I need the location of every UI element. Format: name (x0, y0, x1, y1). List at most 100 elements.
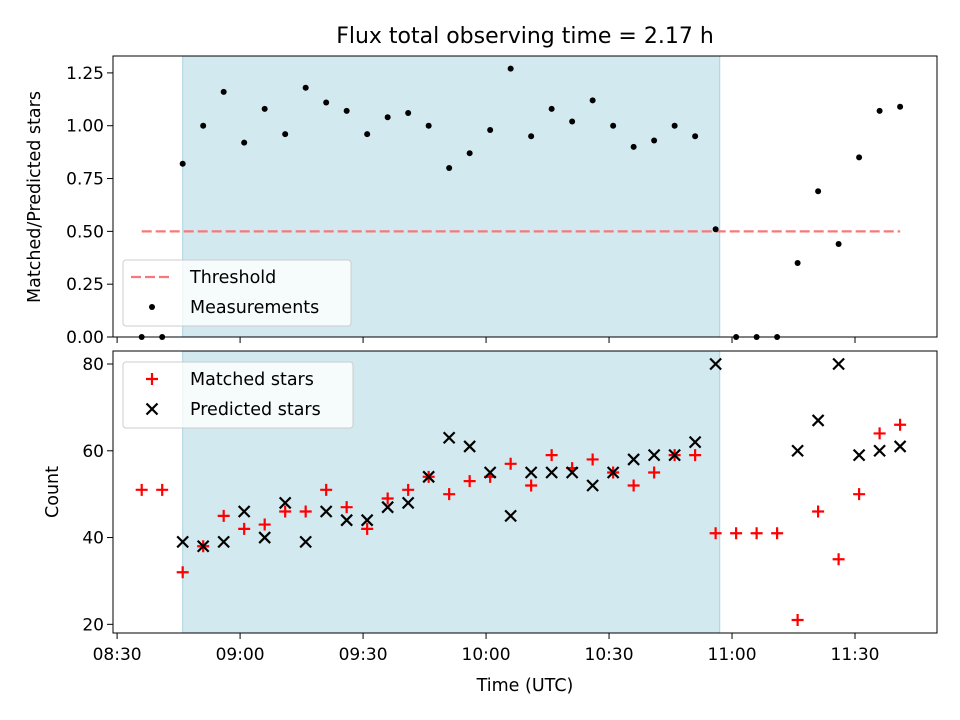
chart-title: Flux total observing time = 2.17 h (336, 24, 714, 49)
matched-stars-point (648, 466, 661, 479)
predicted-stars-point (299, 535, 312, 549)
matched-stars-point (853, 488, 866, 501)
measurement-point (220, 88, 227, 95)
predicted-stars-point (668, 448, 681, 462)
top-plot-frame (112, 55, 938, 338)
x-tick-label: 11:00 (708, 645, 757, 665)
predicted-stars-point (811, 414, 825, 427)
matched-stars-point (812, 505, 825, 518)
predicted-stars-point (627, 453, 640, 466)
measurement-point (364, 131, 371, 138)
y-tick-label: 1.25 (66, 64, 104, 84)
matched-stars-point (730, 527, 743, 540)
matched-stars-point (689, 449, 702, 462)
legend-label: Matched stars (190, 370, 314, 390)
matched-stars-point (586, 453, 599, 466)
measurement-point (282, 131, 289, 138)
matched-stars-point (217, 509, 230, 522)
matched-stars-point (443, 488, 456, 501)
matched-stars-point (463, 475, 476, 488)
measurement-point (815, 188, 822, 195)
measurement-point (548, 105, 555, 112)
measurement-point (200, 122, 207, 129)
predicted-stars-point (832, 357, 845, 371)
predicted-stars-point (893, 440, 907, 453)
matched-stars-point (832, 553, 845, 566)
predicted-stars-point (401, 496, 415, 510)
predicted-stars-point (258, 531, 271, 544)
top-y-axis-label: Matched/Predicted stars (25, 91, 45, 303)
legend-box (122, 259, 352, 327)
measurement-point (692, 133, 699, 140)
predicted-stars-point (852, 448, 866, 462)
predicted-stars-point (360, 513, 374, 527)
y-tick-label: 60 (82, 442, 104, 462)
predicted-stars-point (545, 466, 558, 479)
matched-stars-point (504, 457, 517, 470)
y-tick-label: 0.75 (66, 170, 104, 190)
predicted-stars-point (873, 444, 886, 458)
legend-matched-swatch (146, 373, 158, 385)
predicted-stars-point (381, 500, 394, 514)
measurement-point (528, 133, 535, 140)
predicted-stars-point (606, 466, 620, 479)
top-series-layer (138, 65, 904, 340)
matched-stars-point (258, 518, 271, 531)
matched-stars-point (156, 483, 169, 496)
bottom-series-layer (135, 357, 907, 626)
legend-label: Predicted stars (190, 400, 321, 420)
predicted-stars-point (709, 357, 722, 371)
x-tick-label: 09:00 (216, 645, 265, 665)
measurement-point (671, 122, 678, 129)
matched-stars-point (238, 522, 251, 535)
measurement-point (261, 105, 268, 112)
matched-stars-point (873, 427, 886, 440)
matched-stars-point (791, 613, 804, 626)
top-legend: Threshold Measurements (122, 259, 352, 327)
y-tick-label: 1.00 (66, 117, 104, 137)
bottom-plot-frame (112, 350, 938, 634)
predicted-stars-point (422, 470, 435, 484)
x-tick-label: 11:30 (831, 645, 880, 665)
bottom-panel: 20 40 60 80 08:30 09:00 09:30 10:00 10:30 11:00 1… (43, 350, 938, 696)
bottom-legend: Matched stars Predicted stars (122, 361, 354, 429)
measurement-point (405, 110, 412, 117)
measurement-point (569, 118, 576, 125)
measurement-point (425, 122, 432, 129)
measurement-point (856, 154, 863, 161)
matched-stars-point (750, 527, 763, 540)
y-tick-label: 40 (82, 529, 104, 549)
top-panel: 0.00 0.25 0.50 0.75 1.00 1.25 Flux total obse… (25, 24, 938, 348)
measurement-point (794, 260, 801, 267)
y-tick-label: 80 (82, 355, 104, 375)
y-tick-label: 0.50 (66, 222, 104, 242)
matched-stars-point (709, 527, 722, 540)
legend-predicted-swatch (145, 402, 159, 416)
top-x-axis (116, 337, 856, 343)
legend-measurement-swatch (149, 304, 155, 310)
measurement-point (876, 107, 883, 114)
matched-stars-point (525, 479, 538, 492)
measurement-point (323, 99, 330, 106)
predicted-stars-point (504, 509, 517, 523)
measurement-point (610, 122, 617, 129)
predicted-stars-point (524, 466, 538, 479)
matched-stars-point (771, 527, 784, 540)
measurement-point (384, 114, 391, 121)
measurement-point (179, 160, 186, 167)
y-tick-label: 0.00 (66, 328, 104, 348)
predicted-stars-point (319, 505, 333, 518)
predicted-stars-point (565, 466, 579, 479)
measurement-point (589, 97, 596, 104)
matched-stars-point (545, 449, 558, 462)
x-axis-label: Time (UTC) (476, 676, 574, 696)
predicted-stars-point (217, 535, 230, 549)
matched-stars-point (340, 501, 353, 514)
measurement-point (343, 107, 350, 114)
x-tick-label: 10:00 (462, 645, 511, 665)
measurement-point (835, 241, 842, 248)
x-tick-label: 10:30 (585, 645, 634, 665)
legend-label: Measurements (190, 298, 319, 318)
predicted-stars-point (176, 535, 189, 549)
matched-stars-point (402, 483, 415, 496)
